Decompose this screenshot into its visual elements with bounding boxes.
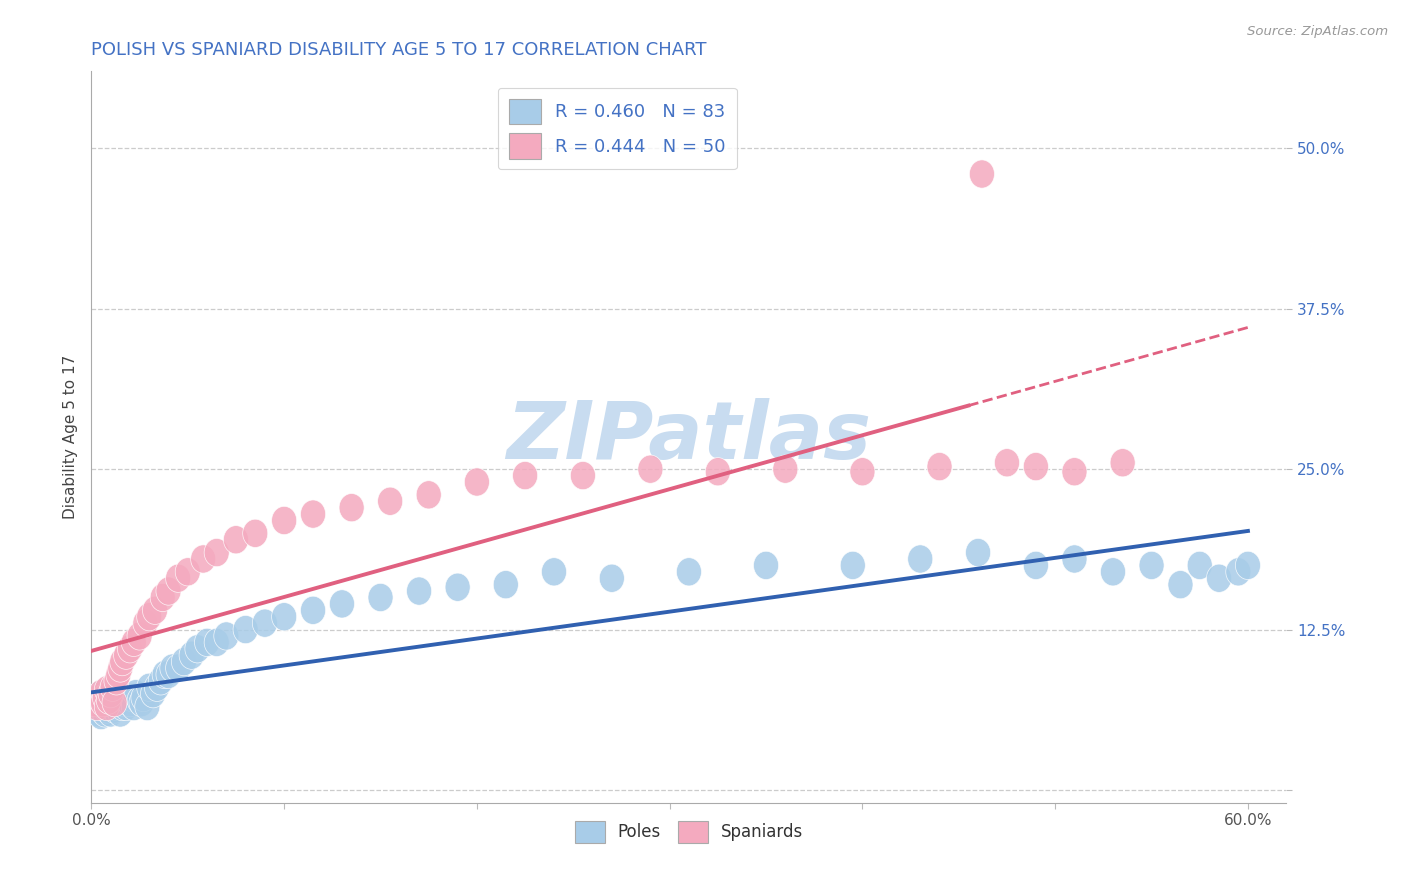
Text: Source: ZipAtlas.com: Source: ZipAtlas.com: [1247, 25, 1388, 38]
Legend: Poles, Spaniards: Poles, Spaniards: [568, 814, 810, 849]
Text: POLISH VS SPANIARD DISABILITY AGE 5 TO 17 CORRELATION CHART: POLISH VS SPANIARD DISABILITY AGE 5 TO 1…: [91, 41, 707, 59]
Text: ZIPatlas: ZIPatlas: [506, 398, 872, 476]
Y-axis label: Disability Age 5 to 17: Disability Age 5 to 17: [62, 355, 77, 519]
